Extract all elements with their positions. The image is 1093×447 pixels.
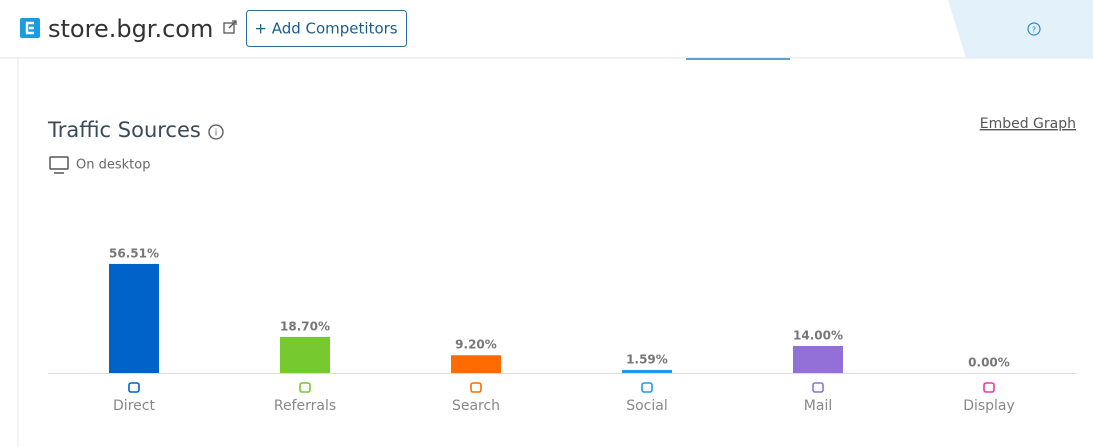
help-glyph: ?: [1032, 26, 1036, 35]
top-bar: [0, 0, 1093, 58]
category-icon: [128, 382, 140, 393]
category-label: Direct: [113, 398, 155, 414]
bar: [451, 355, 501, 373]
bar: [622, 369, 672, 373]
bar: [793, 345, 843, 373]
desktop-icon: [49, 156, 69, 170]
external-link-icon[interactable]: [223, 22, 235, 34]
embed-graph-link[interactable]: Embed Graph: [980, 116, 1076, 132]
site-name: store.bgr.com: [48, 15, 213, 43]
category-label: Display: [963, 398, 1015, 414]
value-label: 56.51%: [109, 246, 159, 260]
category-icon: [470, 382, 482, 393]
value-label: 9.20%: [455, 338, 497, 352]
category-icon: [641, 382, 653, 393]
category-icon: [812, 382, 824, 393]
bar: [280, 336, 330, 373]
value-label: 18.70%: [280, 319, 330, 333]
category-icon: [299, 382, 311, 393]
add-competitors-label: + Add Competitors: [254, 20, 397, 38]
value-label: 1.59%: [626, 352, 668, 366]
value-label: 0.00%: [968, 356, 1010, 370]
add-competitors-button[interactable]: [246, 10, 407, 47]
category-icon: [983, 382, 995, 393]
category-label: Social: [626, 398, 668, 414]
help-panel: [948, 0, 1093, 58]
category-label: Mail: [804, 398, 832, 414]
info-icon[interactable]: [208, 124, 224, 140]
chart-title: Traffic Sources: [47, 118, 201, 142]
external-link-arrow: [228, 20, 237, 29]
help-icon[interactable]: [1027, 22, 1041, 36]
category-label: Search: [452, 398, 500, 414]
info-glyph: i: [215, 129, 218, 139]
chart-subtitle: On desktop: [76, 158, 150, 173]
category-label: Referrals: [274, 398, 336, 414]
value-label: 14.00%: [793, 328, 843, 342]
bar: [109, 263, 159, 373]
site-logo-glyph: [25, 21, 34, 35]
